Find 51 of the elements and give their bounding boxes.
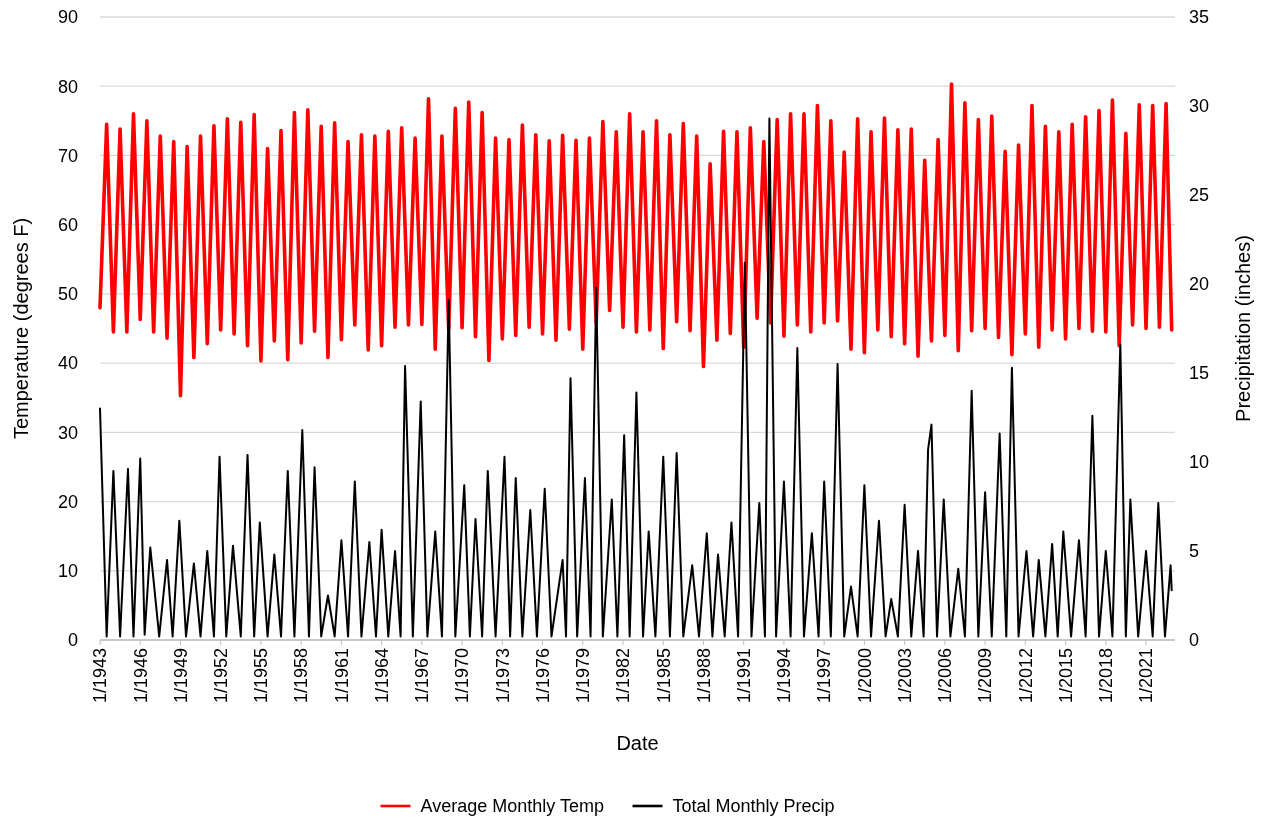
x-tick-label: 1/2009 xyxy=(975,648,996,704)
x-tick-label: 1/1961 xyxy=(331,648,352,704)
y-tick-label: 10 xyxy=(57,561,78,582)
line-series xyxy=(98,82,1174,398)
x-tick-label: 1/1985 xyxy=(653,648,674,704)
legend-label: Average Monthly Temp xyxy=(420,796,604,816)
x-tick-label: 1/2012 xyxy=(1015,648,1036,704)
y2-tick-label: 20 xyxy=(1189,274,1210,295)
y-tick-label: 70 xyxy=(57,145,78,166)
y-tick-label: 20 xyxy=(57,491,78,512)
legend-label: Total Monthly Precip xyxy=(672,796,835,816)
y-tick-label: 50 xyxy=(57,284,78,305)
x-tick-label: 1/2015 xyxy=(1055,648,1076,704)
x-tick-label: 1/2018 xyxy=(1096,648,1117,704)
y-tick-label: 60 xyxy=(57,214,78,235)
x-tick-label: 1/1991 xyxy=(734,648,754,704)
x-axis-title: Date xyxy=(616,732,659,754)
x-tick-label: 1/1967 xyxy=(412,648,433,704)
y2-tick-label: 15 xyxy=(1189,363,1210,384)
x-tick-label: 1/1946 xyxy=(130,648,151,704)
x-tick-label: 1/1943 xyxy=(90,648,111,704)
y2-tick-label: 10 xyxy=(1189,452,1210,473)
y-tick-label: 0 xyxy=(67,630,78,651)
y2-tick-label: 25 xyxy=(1189,185,1210,206)
x-tick-label: 1/1970 xyxy=(452,648,473,704)
x-tick-label: 1/1997 xyxy=(814,648,835,704)
x-tick-label: 1/1958 xyxy=(291,648,312,704)
x-tick-label: 1/1949 xyxy=(170,648,191,704)
x-tick-label: 1/1976 xyxy=(532,648,553,704)
x-tick-label: 1/2006 xyxy=(935,648,956,704)
x-tick-label: 1/2021 xyxy=(1136,648,1157,704)
y2-tick-label: 5 xyxy=(1189,541,1200,562)
y-tick-label: 30 xyxy=(57,422,78,443)
x-tick-label: 1/1979 xyxy=(573,648,594,704)
x-tick-label: 1/1982 xyxy=(613,648,634,704)
y2-tick-label: 30 xyxy=(1189,96,1210,117)
y-axis-title: Temperature (degrees F) xyxy=(10,217,32,440)
y-tick-label: 90 xyxy=(57,7,78,28)
y-tick-label: 80 xyxy=(57,76,78,97)
x-tick-label: 1/2000 xyxy=(854,648,875,704)
y2-tick-label: 0 xyxy=(1189,630,1200,651)
y2-axis-title: Precipitation (inches) xyxy=(1232,235,1254,422)
x-tick-label: 1/2003 xyxy=(894,648,915,704)
x-tick-label: 1/1964 xyxy=(371,648,392,704)
x-tick-label: 1/1973 xyxy=(492,648,513,704)
x-tick-label: 1/1952 xyxy=(210,648,231,704)
x-tick-label: 1/1994 xyxy=(774,648,795,704)
x-tick-label: 1/1988 xyxy=(693,648,714,704)
y2-tick-label: 35 xyxy=(1189,7,1210,28)
y-tick-label: 40 xyxy=(57,353,78,374)
x-tick-label: 1/1955 xyxy=(251,648,272,704)
